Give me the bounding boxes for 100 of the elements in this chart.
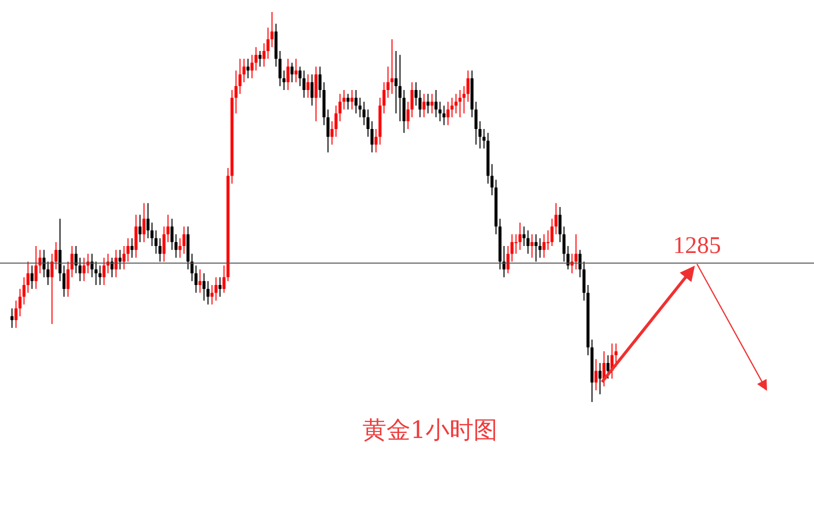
candlestick (150, 222, 154, 246)
candlestick (602, 350, 606, 387)
candlestick (430, 93, 434, 114)
candlestick (410, 82, 414, 118)
candlestick (70, 246, 74, 278)
candlestick (82, 257, 86, 282)
candlestick (574, 234, 578, 270)
candlestick (386, 66, 390, 98)
candlestick (526, 230, 530, 254)
candlestick (18, 288, 22, 317)
candlestick (178, 238, 182, 258)
text: 1285 (672, 232, 722, 260)
candlestick (530, 234, 534, 258)
candlestick (554, 202, 558, 235)
candlestick (198, 268, 202, 294)
candlestick (190, 253, 194, 282)
candlestick (46, 261, 50, 286)
candlestick (434, 90, 438, 118)
candlestick (102, 257, 106, 286)
candlestick (34, 246, 38, 290)
candlestick (414, 82, 418, 106)
candlestick (270, 12, 274, 48)
candlestick (262, 42, 266, 68)
candlestick (58, 218, 62, 282)
candlestick (278, 50, 282, 87)
candlestick (222, 265, 226, 294)
candlestick (206, 280, 210, 305)
candlestick (310, 74, 314, 106)
candlestick (170, 218, 174, 250)
candlestick (10, 308, 14, 328)
candlestick (142, 202, 146, 243)
candlestick (66, 261, 70, 298)
candlestick (490, 164, 494, 196)
candlestick (258, 50, 262, 68)
candlestick (238, 58, 242, 94)
candlestick (126, 238, 130, 262)
candlestick (398, 54, 402, 122)
candlestick (266, 27, 270, 60)
candlestick (474, 101, 478, 146)
candlestick (450, 97, 454, 118)
candlestick (74, 246, 78, 274)
candlestick (250, 54, 254, 79)
candlestick (418, 90, 422, 118)
candlestick (130, 238, 134, 258)
candlestick (358, 97, 362, 118)
candlestick (30, 265, 34, 290)
candlestick (314, 66, 318, 122)
candlestick (366, 109, 370, 138)
candlestick (538, 238, 542, 258)
candlestick (550, 218, 554, 246)
candlestick (122, 246, 126, 270)
candlestick (438, 101, 442, 122)
candlestick (162, 226, 166, 262)
candlestick (286, 58, 290, 90)
candlestick (290, 62, 294, 83)
candlestick (374, 128, 378, 153)
candlestick (174, 234, 178, 258)
candlestick (154, 230, 158, 254)
candlestick (406, 101, 410, 130)
candlestick (202, 272, 206, 302)
candlestick (158, 238, 162, 262)
candlestick (26, 261, 30, 294)
candlestick (242, 58, 246, 83)
candlestick (218, 276, 222, 298)
candlestick (514, 234, 518, 254)
candlestick (394, 50, 398, 114)
candlestick (166, 214, 170, 243)
candlestick (506, 246, 510, 274)
candlestick (214, 276, 218, 302)
candlestick (62, 265, 66, 298)
candlestick (478, 120, 482, 149)
candlestick (298, 66, 302, 87)
candlestick (54, 242, 58, 270)
candlestick (606, 354, 610, 380)
candlestick (518, 222, 522, 250)
candlestick (562, 226, 566, 262)
candlestick (114, 249, 118, 278)
candlestick (362, 101, 366, 126)
candlestick (146, 202, 150, 239)
candlestick (426, 93, 430, 114)
candlestick (466, 70, 470, 102)
candlestick (462, 86, 466, 114)
candlestick (582, 261, 586, 302)
candlestick (402, 90, 406, 134)
candlestick (578, 249, 582, 278)
candlestick (302, 70, 306, 98)
candlestick (546, 230, 550, 250)
text: 黄金1小时图 (361, 416, 499, 444)
candlestick (14, 300, 18, 328)
candlestick (134, 214, 138, 258)
candlestick (558, 206, 562, 243)
candlestick (370, 120, 374, 153)
candlestick (534, 234, 538, 262)
candlestick (422, 93, 426, 118)
candlestick (22, 276, 26, 305)
candlestick (234, 70, 238, 114)
candlestick (78, 257, 82, 282)
candlestick (118, 249, 122, 270)
candlestick (254, 46, 258, 71)
candlestick (446, 101, 450, 126)
